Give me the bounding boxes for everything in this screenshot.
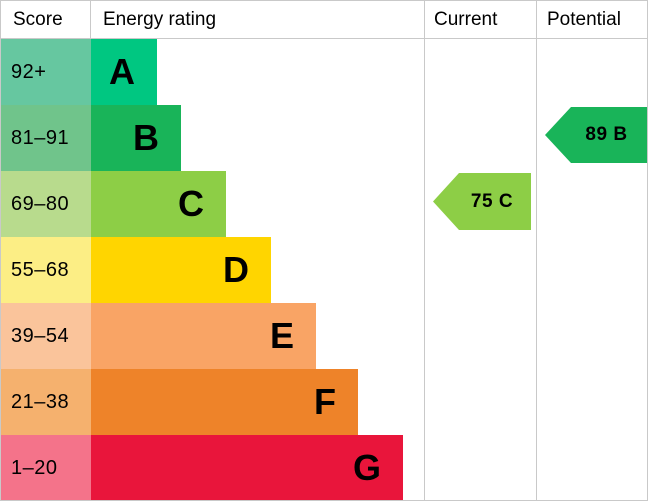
score-cell: 92+	[1, 39, 91, 105]
header-score: Score	[1, 1, 91, 38]
band-bar: A	[91, 39, 157, 105]
band-bar: E	[91, 303, 316, 369]
potential-rating-label: 89 B	[585, 124, 628, 145]
band-row: 92+ A	[1, 39, 647, 105]
band-row: 81–91 B	[1, 105, 647, 171]
band-bar: F	[91, 369, 358, 435]
band-bar: D	[91, 237, 271, 303]
header-current: Current	[434, 8, 498, 30]
band-bar: G	[91, 435, 403, 500]
header-energy-rating: Energy rating	[103, 8, 217, 30]
current-column-divider	[424, 1, 425, 500]
score-cell: 1–20	[1, 435, 91, 500]
band-row: 1–20 G	[1, 435, 647, 500]
header-potential: Potential	[547, 8, 621, 30]
band-bar: B	[91, 105, 181, 171]
potential-column-divider	[536, 1, 537, 500]
current-rating-label: 75 C	[470, 190, 514, 212]
chart-header: Score Energy rating Current Potential	[1, 1, 647, 39]
score-cell: 69–80	[1, 171, 91, 237]
score-cell: 39–54	[1, 303, 91, 369]
band-row: 39–54 E	[1, 303, 647, 369]
score-cell: 55–68	[1, 237, 91, 303]
band-row: 21–38 F	[1, 369, 647, 435]
band-rows: 92+ A 81–91 B 69–80 C 55–68 D 39–54 E 21…	[1, 39, 647, 500]
band-row: 69–80 C	[1, 171, 647, 237]
score-cell: 21–38	[1, 369, 91, 435]
score-cell: 81–91	[1, 105, 91, 171]
band-row: 55–68 D	[1, 237, 647, 303]
band-bar: C	[91, 171, 226, 237]
